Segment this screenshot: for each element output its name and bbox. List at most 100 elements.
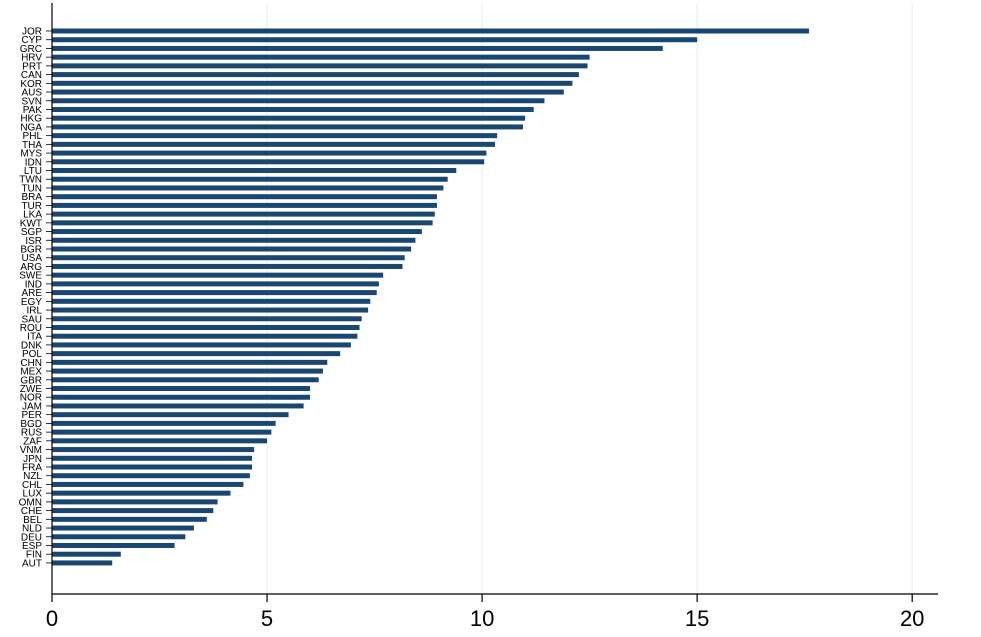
bar xyxy=(52,45,663,51)
bar xyxy=(52,386,311,392)
bar xyxy=(52,351,341,357)
y-tick-labels: JORCYPGRCHRVPRTCANKORAUSSVNPAKHKGNGAPHLT… xyxy=(19,27,52,569)
x-tick-label: 10 xyxy=(470,606,494,631)
y-tick-label: KWT xyxy=(20,218,42,229)
bar xyxy=(52,168,457,174)
bar xyxy=(52,429,272,435)
y-tick-label: ARG xyxy=(20,262,42,273)
bar xyxy=(52,525,194,531)
y-tick-label: LTU xyxy=(24,166,42,177)
y-tick-label: EGY xyxy=(21,297,42,308)
bar xyxy=(52,420,276,426)
bar xyxy=(52,508,214,514)
bar xyxy=(52,403,304,409)
y-tick-label: HRV xyxy=(21,53,42,64)
bar xyxy=(52,394,311,400)
bar xyxy=(52,263,403,269)
bar xyxy=(52,54,590,60)
bar xyxy=(52,342,351,348)
bar xyxy=(52,516,207,522)
x-tick-label: 20 xyxy=(900,606,924,631)
bar xyxy=(52,211,435,217)
bar xyxy=(52,246,412,252)
bar xyxy=(52,499,218,505)
y-tick-label: BRA xyxy=(21,192,42,203)
bar xyxy=(52,141,495,147)
y-tick-label: THA xyxy=(22,140,42,151)
bar xyxy=(52,481,244,487)
y-tick-label: VNM xyxy=(20,445,42,456)
bar xyxy=(52,316,362,322)
y-tick-label: FRA xyxy=(22,463,42,474)
bar xyxy=(52,72,579,78)
bar xyxy=(52,473,250,479)
y-tick-label: ZWE xyxy=(20,384,43,395)
y-tick-label: DEU xyxy=(21,532,42,543)
bar xyxy=(52,255,405,261)
y-tick-label: TUN xyxy=(21,183,42,194)
bar xyxy=(52,80,573,86)
y-tick-label: NZL xyxy=(23,471,42,482)
y-tick-label: ARE xyxy=(21,288,42,299)
x-tick-label: 5 xyxy=(261,606,273,631)
y-tick-label: JOR xyxy=(22,27,42,38)
y-tick-label: MYS xyxy=(20,149,42,160)
y-tick-label: BGD xyxy=(20,419,42,430)
y-tick-label: IDN xyxy=(25,157,42,168)
y-tick-label: BGR xyxy=(20,245,42,256)
y-tick-label: PAK xyxy=(23,105,43,116)
bar xyxy=(52,333,358,339)
bar xyxy=(52,490,231,496)
y-tick-label: ITA xyxy=(27,332,42,343)
bar xyxy=(52,464,252,470)
y-tick-label: AUS xyxy=(21,88,42,99)
bar xyxy=(52,176,448,182)
bar xyxy=(52,185,444,191)
y-tick-label: CHL xyxy=(22,480,42,491)
bar xyxy=(52,98,545,104)
y-tick-label: JPN xyxy=(23,454,42,465)
y-tick-label: NGA xyxy=(20,122,42,133)
bar xyxy=(52,272,384,278)
bar xyxy=(52,115,526,121)
bar xyxy=(52,438,268,444)
y-tick-label: PHL xyxy=(23,131,43,142)
bar xyxy=(52,377,319,383)
y-tick-label: ESP xyxy=(22,541,42,552)
bar xyxy=(52,560,113,566)
bar xyxy=(52,63,588,69)
bar xyxy=(52,229,422,235)
y-tick-label: IRL xyxy=(26,306,42,317)
y-tick-label: RUS xyxy=(21,428,42,439)
y-tick-label: CHE xyxy=(21,506,42,517)
bar xyxy=(52,290,377,296)
y-tick-label: SWE xyxy=(19,271,42,282)
y-tick-label: IND xyxy=(25,279,42,290)
bar xyxy=(52,359,328,365)
y-tick-label: TWN xyxy=(19,175,42,186)
bar xyxy=(52,307,369,313)
bar xyxy=(52,542,175,548)
y-tick-label: PRT xyxy=(22,61,42,72)
y-tick-label: BEL xyxy=(23,515,42,526)
y-tick-label: HKG xyxy=(20,114,42,125)
x-tick-label: 0 xyxy=(46,606,58,631)
bar xyxy=(52,534,186,540)
bar xyxy=(52,281,379,287)
y-tick-label: CHN xyxy=(20,358,42,369)
bar xyxy=(52,150,487,156)
y-tick-label: FIN xyxy=(26,550,42,561)
y-tick-label: DNK xyxy=(21,340,42,351)
bar xyxy=(52,455,252,461)
y-tick-label: AUT xyxy=(22,558,42,569)
bar xyxy=(52,298,371,304)
x-tick-label: 15 xyxy=(685,606,709,631)
y-tick-label: ISR xyxy=(25,236,42,247)
bar xyxy=(52,124,523,130)
y-tick-label: NLD xyxy=(22,524,42,535)
y-tick-label: CAN xyxy=(21,70,42,81)
y-tick-label: SVN xyxy=(21,96,42,107)
y-tick-label: GBR xyxy=(20,375,42,386)
bars xyxy=(52,28,809,566)
